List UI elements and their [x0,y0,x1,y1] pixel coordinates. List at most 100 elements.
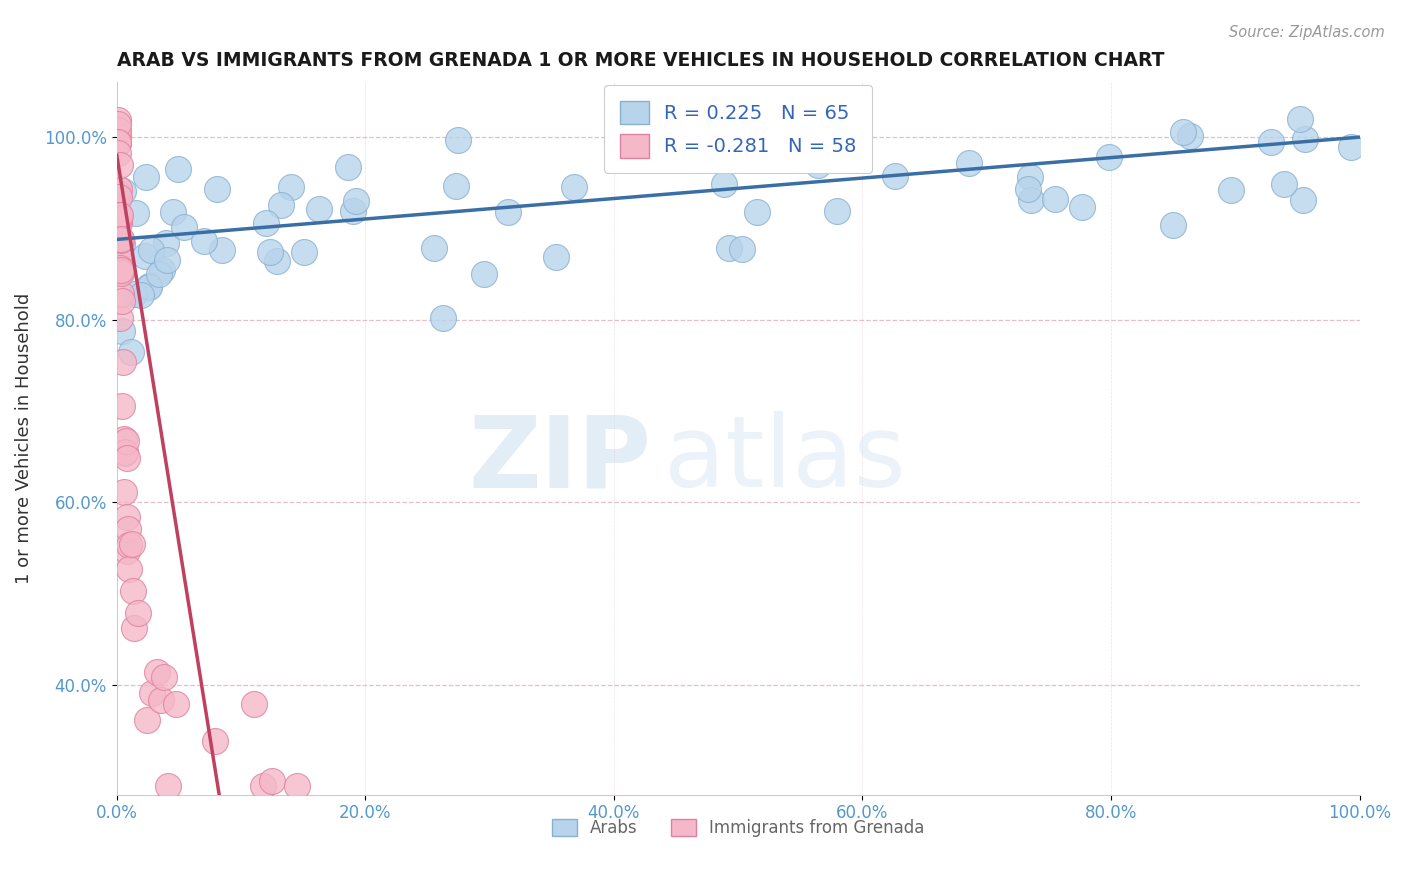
Point [292,244,315,259]
Point [107,123,129,137]
Point [150,263,173,277]
Point [496,205,519,219]
Point [254,216,277,230]
Text: ZIP: ZIP [468,411,651,508]
Point [193,234,215,248]
Point [114,432,136,446]
Point [344,194,367,208]
Point [115,434,138,448]
Point [107,112,129,127]
Point [252,779,274,793]
Point [827,203,849,218]
Point [957,156,980,170]
Point [118,538,141,552]
Point [138,280,160,294]
Point [166,162,188,177]
Point [139,244,162,258]
Point [447,132,470,146]
Point [127,606,149,620]
Point [107,186,129,200]
Point [1171,125,1194,139]
Point [111,294,134,309]
Point [1180,129,1202,144]
Point [446,178,468,193]
Point [108,190,131,204]
Point [110,260,132,275]
Point [111,185,134,199]
Point [129,287,152,301]
Point [1289,112,1312,126]
Point [717,241,740,255]
Point [108,242,131,256]
Point [114,446,136,460]
Point [243,698,266,712]
Point [266,254,288,268]
Legend: Arabs, Immigrants from Grenada: Arabs, Immigrants from Grenada [546,812,931,843]
Point [744,143,766,157]
Point [1260,135,1282,149]
Point [107,128,129,143]
Point [1098,150,1121,164]
Point [136,713,159,727]
Point [157,779,180,793]
Point [432,310,454,325]
Point [713,178,735,192]
Text: ARAB VS IMMIGRANTS FROM GRENADA 1 OR MORE VEHICLES IN HOUSEHOLD CORRELATION CHAR: ARAB VS IMMIGRANTS FROM GRENADA 1 OR MOR… [117,51,1164,70]
Point [1340,140,1362,154]
Point [112,485,135,500]
Point [108,208,131,222]
Point [1071,200,1094,214]
Point [121,537,143,551]
Point [114,445,136,459]
Point [110,399,132,413]
Point [108,211,131,226]
Point [337,160,360,174]
Text: atlas: atlas [664,411,905,508]
Point [155,235,177,250]
Text: Source: ZipAtlas.com: Source: ZipAtlas.com [1229,25,1385,40]
Point [807,158,830,172]
Point [107,135,129,149]
Point [884,169,907,184]
Point [162,205,184,219]
Point [108,232,131,246]
Point [118,562,141,576]
Point [111,324,134,338]
Point [1018,169,1040,184]
Point [205,182,228,196]
Point [108,158,131,172]
Point [108,208,131,222]
Point [156,252,179,267]
Point [110,286,132,301]
Point [211,244,233,258]
Point [270,198,292,212]
Point [308,202,330,217]
Point [731,242,754,256]
Point [107,182,129,196]
Point [1017,182,1039,196]
Point [115,509,138,524]
Point [115,450,138,465]
Point [204,734,226,748]
Point [107,146,129,161]
Point [138,279,160,293]
Point [117,522,139,536]
Point [1163,218,1185,232]
Point [285,779,308,793]
Point [146,665,169,679]
Point [1019,193,1042,207]
Point [110,233,132,247]
Point [148,268,170,282]
Point [112,354,135,368]
Point [134,250,156,264]
Point [135,170,157,185]
Point [110,264,132,278]
Point [124,287,146,301]
Point [150,693,173,707]
Point [141,686,163,700]
Point [124,206,146,220]
Point [745,204,768,219]
Point [122,584,145,599]
Point [120,345,142,359]
Point [280,180,302,194]
